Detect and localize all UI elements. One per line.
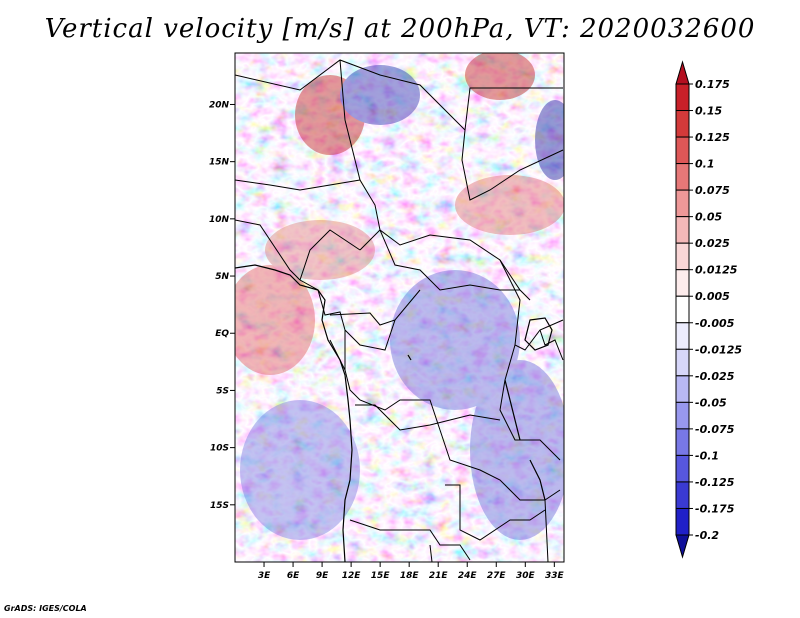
colorbar-label: 0.15 (695, 105, 722, 118)
colorbar-swatch (675, 481, 690, 509)
colorbar-label: -0.005 (695, 317, 735, 330)
colorbar-swatch (675, 375, 690, 403)
colorbar-swatch (675, 242, 690, 271)
colorbar-swatch (675, 534, 690, 559)
colorbar-swatch (675, 216, 690, 244)
colorbar-label: -0.0125 (695, 343, 742, 356)
y-tick-label: 15N (209, 158, 230, 168)
colorbar-label: 0.05 (695, 211, 722, 224)
colorbar-swatch (675, 83, 690, 112)
x-tick-label: 6E (287, 571, 300, 581)
x-tick-label: 27E (487, 571, 507, 581)
boundaries (235, 59, 564, 562)
field-base (235, 53, 564, 562)
y-tick-label: 10N (209, 215, 230, 225)
x-tick-label: 24E (458, 571, 478, 581)
colorbar-label: 0.005 (695, 290, 730, 303)
colorbar-label: -0.05 (695, 396, 727, 409)
colorbar-label: -0.1 (695, 449, 719, 462)
x-tick-label: 3E (258, 571, 271, 581)
y-axis: 20N 15N 10N 5N EQ 5S 10S 15S (209, 100, 235, 511)
y-tick-label: 20N (209, 100, 230, 110)
colorbar-swatch (675, 60, 690, 85)
x-tick-label: 18E (400, 571, 420, 581)
colorbar-label: -0.2 (695, 529, 719, 542)
colorbar-label: -0.175 (695, 502, 735, 515)
map-frame (234, 52, 565, 563)
y-tick-label: EQ (215, 329, 229, 339)
x-tick-label: 12E (342, 571, 362, 581)
colorbar-swatch (675, 348, 690, 377)
credit-text: GrADS: IGES/COLA (4, 604, 87, 613)
colorbar-label: -0.025 (695, 370, 735, 383)
colorbar-swatch (675, 454, 690, 483)
x-tick-label: 15E (371, 571, 391, 581)
lakes (407, 317, 553, 501)
field-tints (235, 53, 564, 540)
colorbar-label: -0.075 (695, 423, 735, 436)
map-area (235, 53, 564, 562)
colorbar-label: 0.125 (695, 131, 730, 144)
colorbar: 0.175 0.15 0.125 0.1 0.075 0.05 0.025 0.0125 0.0… (675, 60, 742, 559)
y-tick-label: 5N (215, 272, 229, 282)
colorbar-label: 0.075 (695, 184, 730, 197)
x-axis: 3E 6E 9E 12E 15E 18E 21E 24E 27E 30E 33E (258, 562, 565, 581)
colorbar-label: 0.175 (695, 78, 730, 91)
colorbar-swatch (675, 189, 690, 218)
colorbar-label: -0.125 (695, 476, 735, 489)
colorbar-swatch (675, 295, 690, 324)
colorbar-swatch (675, 136, 690, 165)
colorbar-label: 0.0125 (695, 264, 738, 277)
x-tick-label: 30E (516, 571, 536, 581)
colorbar-swatch (675, 507, 690, 536)
colorbar-label: 0.025 (695, 237, 730, 250)
coastline (235, 264, 353, 562)
colorbar-swatch (675, 322, 690, 350)
colorbar-swatch (675, 269, 690, 297)
chart-title: Vertical velocity [m/s] at 200hPa, VT: 2… (44, 14, 756, 44)
y-tick-label: 15S (210, 501, 229, 511)
colorbar-swatch (675, 401, 690, 430)
x-tick-label: 33E (545, 571, 565, 581)
x-tick-label: 21E (429, 571, 449, 581)
colorbar-label: 0.1 (695, 158, 715, 171)
y-tick-label: 5S (216, 386, 229, 396)
colorbar-swatch (675, 110, 690, 138)
colorbar-swatch (675, 163, 690, 191)
colorbar-swatch (675, 428, 690, 456)
x-tick-label: 9E (316, 571, 329, 581)
y-tick-label: 10S (210, 444, 229, 454)
